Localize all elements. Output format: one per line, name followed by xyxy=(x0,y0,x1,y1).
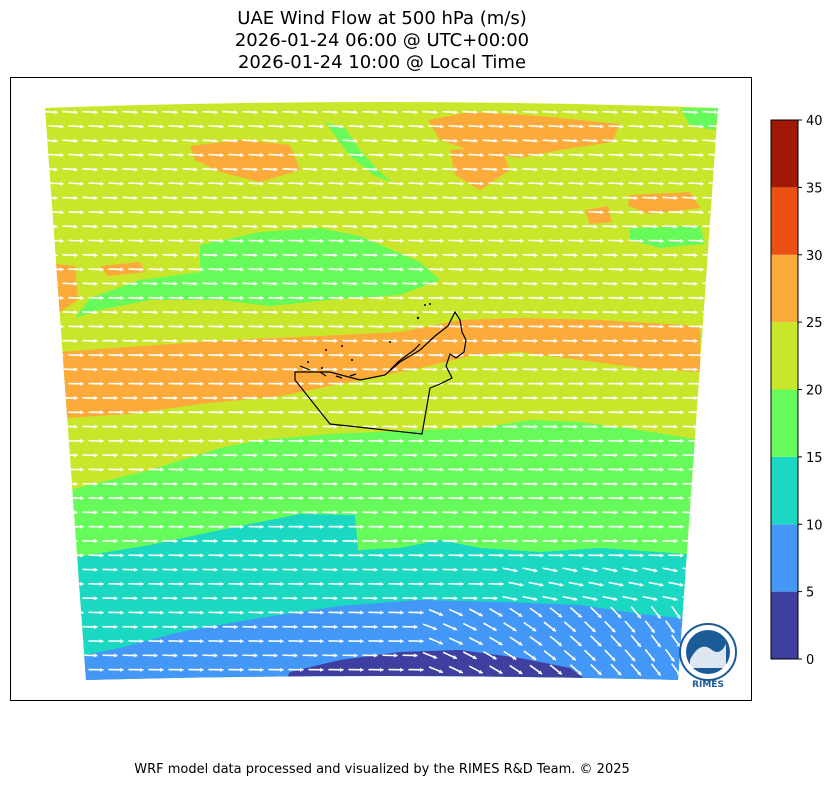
colorbar-band xyxy=(771,389,798,457)
colorbar-band xyxy=(771,524,798,592)
band-0-5 xyxy=(280,650,600,680)
band-25-30-top-right xyxy=(428,112,620,158)
colorbar-tick-label: 0 xyxy=(806,653,814,668)
band-15-20-mid xyxy=(75,228,440,318)
footer-credit: WRF model data processed and visualized … xyxy=(134,762,630,777)
colorbar-band xyxy=(771,456,798,525)
colorbar: 0 5 10 15 20 25 30 35 40 xyxy=(770,114,823,668)
colorbar-band xyxy=(771,187,798,255)
colorbar-band xyxy=(771,120,798,188)
colorbar-tick-label: 20 xyxy=(806,384,823,399)
colorbar-tick-label: 35 xyxy=(806,181,823,196)
colorbar-band xyxy=(771,591,798,659)
band-25-30-main xyxy=(60,318,700,418)
band-25-30-right-patch-2 xyxy=(585,206,612,224)
rimes-logo: RIMES xyxy=(679,623,737,690)
rimes-logo-text: RIMES xyxy=(692,680,724,690)
band-15-20-top xyxy=(325,122,392,182)
band-25-30-top-mid xyxy=(190,140,300,182)
band-25-30-top-right-2 xyxy=(450,146,510,190)
colorbar-band xyxy=(771,322,798,390)
colorbar-tick-label: 30 xyxy=(806,249,823,264)
utc-time-title: 2026-01-24 06:00 @ UTC+00:00 xyxy=(234,30,530,51)
colorbar-band xyxy=(771,254,798,323)
band-15-20-right xyxy=(630,226,705,248)
uae-outline xyxy=(294,310,467,435)
colorbar-tick-label: 5 xyxy=(806,586,814,601)
local-time-title: 2026-01-24 10:00 @ Local Time xyxy=(237,52,527,73)
band-15-20-top-right-strip xyxy=(680,108,718,130)
colorbar-tick-label: 15 xyxy=(806,451,823,466)
colorbar-tick-label: 25 xyxy=(806,316,823,331)
colorbar-tick-label: 10 xyxy=(806,518,823,533)
wind-speed-field xyxy=(45,102,718,680)
map-title: UAE Wind Flow at 500 hPa (m/s) xyxy=(237,8,527,29)
uae-islands xyxy=(307,303,431,369)
colorbar-tick-label: 40 xyxy=(806,114,823,129)
